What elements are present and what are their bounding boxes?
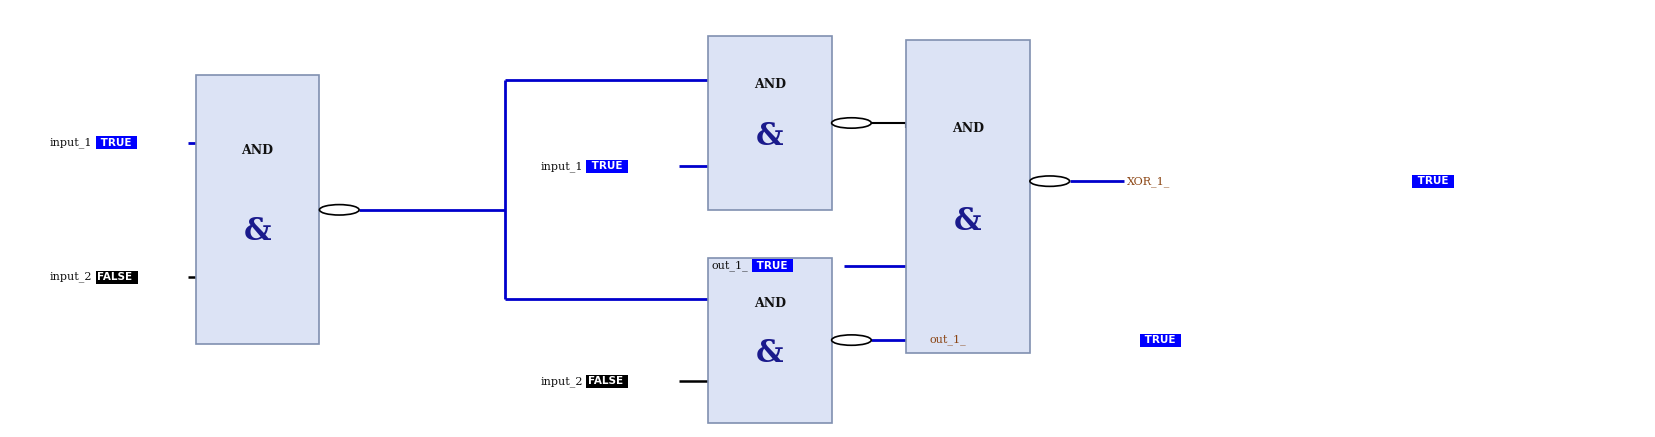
Text: TRUE: TRUE bbox=[1413, 176, 1451, 186]
Text: input_1: input_1 bbox=[541, 161, 583, 172]
Text: TRUE: TRUE bbox=[1142, 335, 1180, 345]
Text: out_1_: out_1_ bbox=[712, 260, 748, 271]
Circle shape bbox=[831, 335, 871, 345]
Text: AND: AND bbox=[753, 78, 786, 91]
Circle shape bbox=[319, 205, 359, 215]
FancyBboxPatch shape bbox=[195, 75, 319, 344]
Text: AND: AND bbox=[952, 121, 985, 135]
FancyBboxPatch shape bbox=[708, 36, 831, 210]
Text: AND: AND bbox=[242, 144, 273, 157]
Text: &: & bbox=[243, 216, 271, 247]
Text: AND: AND bbox=[753, 297, 786, 310]
Text: TRUE: TRUE bbox=[753, 260, 791, 271]
Text: out_1_: out_1_ bbox=[928, 335, 967, 345]
Text: &: & bbox=[756, 121, 783, 153]
FancyBboxPatch shape bbox=[905, 41, 1029, 353]
FancyBboxPatch shape bbox=[708, 257, 831, 423]
Circle shape bbox=[831, 118, 871, 128]
Text: XOR_1_: XOR_1_ bbox=[1127, 176, 1170, 187]
Text: TRUE: TRUE bbox=[98, 138, 136, 148]
Text: &: & bbox=[756, 338, 783, 369]
Text: FALSE: FALSE bbox=[588, 376, 627, 386]
Text: input_2: input_2 bbox=[50, 272, 93, 282]
Text: input_2: input_2 bbox=[541, 376, 583, 387]
Circle shape bbox=[1029, 176, 1069, 186]
Text: &: & bbox=[955, 206, 981, 237]
Text: TRUE: TRUE bbox=[588, 161, 626, 171]
Text: input_1: input_1 bbox=[50, 137, 93, 148]
Text: FALSE: FALSE bbox=[98, 272, 136, 282]
